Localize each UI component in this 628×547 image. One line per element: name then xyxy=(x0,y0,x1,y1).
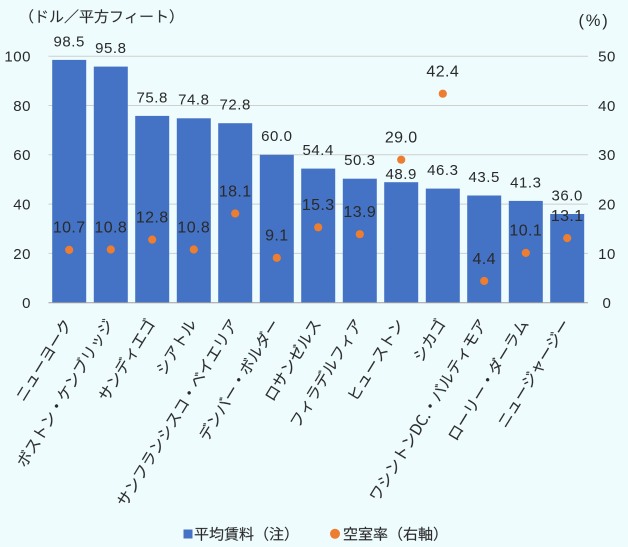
svg-text:50: 50 xyxy=(598,49,616,66)
svg-text:13.1: 13.1 xyxy=(551,208,584,225)
svg-text:20: 20 xyxy=(598,197,616,214)
svg-text:20: 20 xyxy=(13,246,31,263)
svg-text:80: 80 xyxy=(13,98,31,115)
svg-text:98.5: 98.5 xyxy=(53,33,84,50)
svg-text:60: 60 xyxy=(13,147,31,164)
svg-text:100: 100 xyxy=(4,49,31,66)
svg-text:30: 30 xyxy=(598,147,616,164)
svg-text:43.5: 43.5 xyxy=(468,169,499,186)
svg-text:60.0: 60.0 xyxy=(261,128,292,145)
svg-text:74.8: 74.8 xyxy=(178,92,209,109)
svg-text:9.1: 9.1 xyxy=(265,228,288,245)
svg-text:75.8: 75.8 xyxy=(136,89,167,106)
svg-text:13.9: 13.9 xyxy=(343,204,376,221)
svg-text:48.9: 48.9 xyxy=(385,166,416,183)
svg-text:0: 0 xyxy=(22,295,31,312)
svg-text:42.4: 42.4 xyxy=(426,64,459,81)
svg-text:46.3: 46.3 xyxy=(427,162,458,179)
svg-text:10.7: 10.7 xyxy=(53,220,86,237)
svg-text:41.3: 41.3 xyxy=(510,174,541,191)
svg-text:95.8: 95.8 xyxy=(95,40,126,57)
svg-text:72.8: 72.8 xyxy=(219,97,250,114)
svg-text:4.4: 4.4 xyxy=(472,251,495,268)
svg-text:54.4: 54.4 xyxy=(302,142,333,159)
svg-text:15.3: 15.3 xyxy=(302,197,335,214)
svg-text:40: 40 xyxy=(598,98,616,115)
svg-text:10: 10 xyxy=(598,246,616,263)
svg-text:0: 0 xyxy=(603,295,612,312)
svg-text:50.3: 50.3 xyxy=(344,152,375,169)
svg-text:10.8: 10.8 xyxy=(94,219,127,236)
svg-text:12.8: 12.8 xyxy=(136,209,169,226)
svg-text:(%): (%) xyxy=(578,12,609,30)
svg-text:36.0: 36.0 xyxy=(551,187,582,204)
svg-text:29.0: 29.0 xyxy=(385,130,418,147)
svg-text:10.1: 10.1 xyxy=(509,223,542,240)
svg-text:18.1: 18.1 xyxy=(219,183,252,200)
svg-text:10.8: 10.8 xyxy=(177,219,210,236)
svg-text:40: 40 xyxy=(13,197,31,214)
